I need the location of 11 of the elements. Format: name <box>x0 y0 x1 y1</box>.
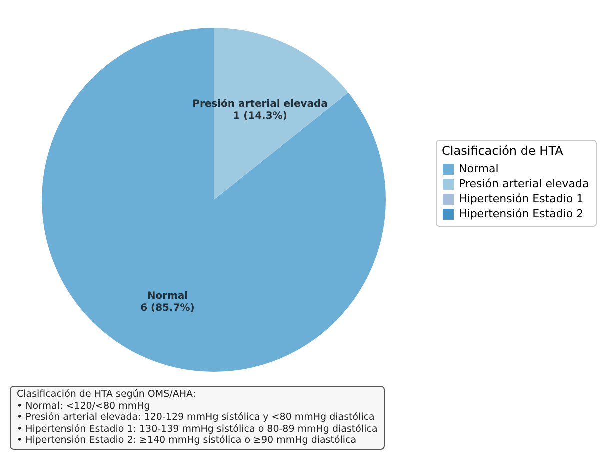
legend-label: Hipertensión Estadio 1 <box>459 192 584 206</box>
data-label: 6 (85.7%) <box>140 303 195 314</box>
legend-label: Presión arterial elevada <box>459 178 590 190</box>
pie-slice <box>42 28 386 372</box>
legend-label: Normal <box>459 162 499 176</box>
text: Clasificación de HTA según OMS/AHA: • Normal: <120/<80 mmHg • Presión arterial elevada: 120-129 mmHg sistólica y <80 mmHg diastólica • Hipertensión Estadio 1: 130-139 mmHg sistólica o 80-89 mmHg diastólica • Hipertensión Estadio 2: ≥140 mmHg sistólica o ≥90 mmHg diastólica <box>10 386 385 450</box>
legend-label: Hipertensión Estadio 2 <box>459 208 584 220</box>
data-label: 1 (14.3%) <box>233 110 288 122</box>
legend-title: Clasificación de HTA <box>442 144 564 158</box>
slice-label: Presión arterial elevada <box>192 98 328 110</box>
slice-label: Normal <box>147 291 188 302</box>
